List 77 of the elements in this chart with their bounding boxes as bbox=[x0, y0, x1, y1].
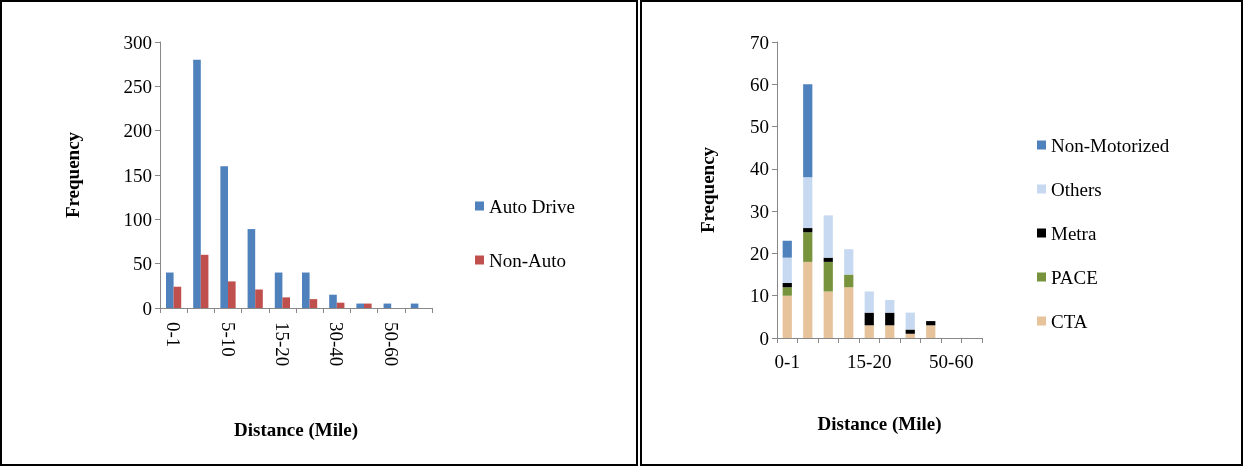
y-tick-label: 100 bbox=[123, 208, 152, 230]
bar bbox=[282, 297, 291, 308]
legend-label: Others bbox=[1051, 178, 1102, 200]
x-tick-label: 50-60 bbox=[380, 322, 402, 367]
y-tick-label: 70 bbox=[750, 31, 769, 53]
bar bbox=[905, 312, 915, 330]
y-tick-label: 20 bbox=[750, 242, 769, 264]
bar bbox=[255, 289, 263, 308]
bar bbox=[905, 329, 915, 334]
bar bbox=[301, 272, 310, 308]
y-tick-label: 200 bbox=[123, 120, 152, 142]
bar bbox=[885, 325, 895, 338]
x-axis-title: Distance (Mile) bbox=[234, 419, 358, 441]
x-tick-label: 0-1 bbox=[163, 322, 185, 348]
y-tick-label: 300 bbox=[123, 31, 152, 53]
bar bbox=[803, 177, 813, 229]
bar bbox=[228, 281, 236, 308]
bar bbox=[782, 287, 792, 296]
bar bbox=[782, 295, 792, 338]
legend-label: Auto Drive bbox=[489, 195, 576, 217]
bar bbox=[782, 283, 792, 288]
bar bbox=[782, 240, 792, 258]
bar bbox=[844, 274, 854, 288]
x-tick-label: 50-60 bbox=[929, 351, 974, 372]
bar bbox=[823, 215, 833, 258]
y-tick-label: 150 bbox=[123, 164, 152, 186]
legend-label: PACE bbox=[1051, 266, 1098, 288]
bar bbox=[926, 325, 936, 338]
bar bbox=[247, 229, 256, 308]
bar bbox=[329, 294, 337, 308]
x-tick-label: 0-1 bbox=[774, 351, 800, 372]
bar bbox=[274, 272, 283, 308]
bar bbox=[844, 287, 854, 338]
x-tick-label: 30-40 bbox=[326, 322, 348, 367]
y-tick-label: 30 bbox=[750, 200, 769, 222]
x-tick-label: 15-20 bbox=[847, 351, 892, 372]
legend-label: Non-Motorized bbox=[1051, 134, 1170, 156]
y-tick-label: 50 bbox=[750, 116, 769, 138]
bar bbox=[823, 291, 833, 338]
y-axis-title: Frequency bbox=[697, 146, 718, 234]
bar bbox=[803, 261, 813, 338]
x-axis-title: Distance (Mile) bbox=[817, 413, 942, 435]
bar bbox=[905, 333, 915, 338]
bar bbox=[782, 257, 792, 284]
bar bbox=[193, 59, 201, 308]
legend-label: Non-Auto bbox=[489, 249, 567, 271]
bar bbox=[165, 272, 174, 308]
bar bbox=[823, 257, 833, 262]
bar bbox=[309, 299, 318, 308]
y-tick-label: 50 bbox=[133, 253, 152, 275]
y-tick-label: 10 bbox=[750, 285, 769, 307]
bar bbox=[220, 166, 228, 308]
bar bbox=[926, 321, 936, 326]
bar bbox=[844, 249, 854, 275]
legend-label: CTA bbox=[1051, 310, 1088, 332]
y-tick-label: 0 bbox=[142, 297, 152, 319]
bar bbox=[803, 232, 813, 262]
bar bbox=[200, 254, 209, 308]
y-tick-label: 250 bbox=[123, 75, 152, 97]
bar bbox=[864, 312, 874, 326]
bar bbox=[823, 261, 833, 292]
x-tick-label: 5-10 bbox=[217, 322, 239, 357]
bar bbox=[803, 84, 813, 178]
y-tick-label: 60 bbox=[750, 73, 769, 95]
y-tick-label: 40 bbox=[750, 158, 769, 180]
x-tick-label: 15-20 bbox=[271, 322, 293, 367]
bar bbox=[173, 286, 182, 308]
bar bbox=[803, 228, 813, 233]
bar bbox=[864, 325, 874, 338]
bar bbox=[356, 303, 364, 308]
bar bbox=[885, 312, 895, 326]
bar bbox=[364, 303, 372, 308]
y-axis-title: Frequency bbox=[62, 131, 83, 219]
y-tick-label: 0 bbox=[759, 327, 769, 349]
bar bbox=[885, 299, 895, 313]
legend-label: Metra bbox=[1051, 222, 1097, 244]
bar bbox=[864, 291, 874, 313]
